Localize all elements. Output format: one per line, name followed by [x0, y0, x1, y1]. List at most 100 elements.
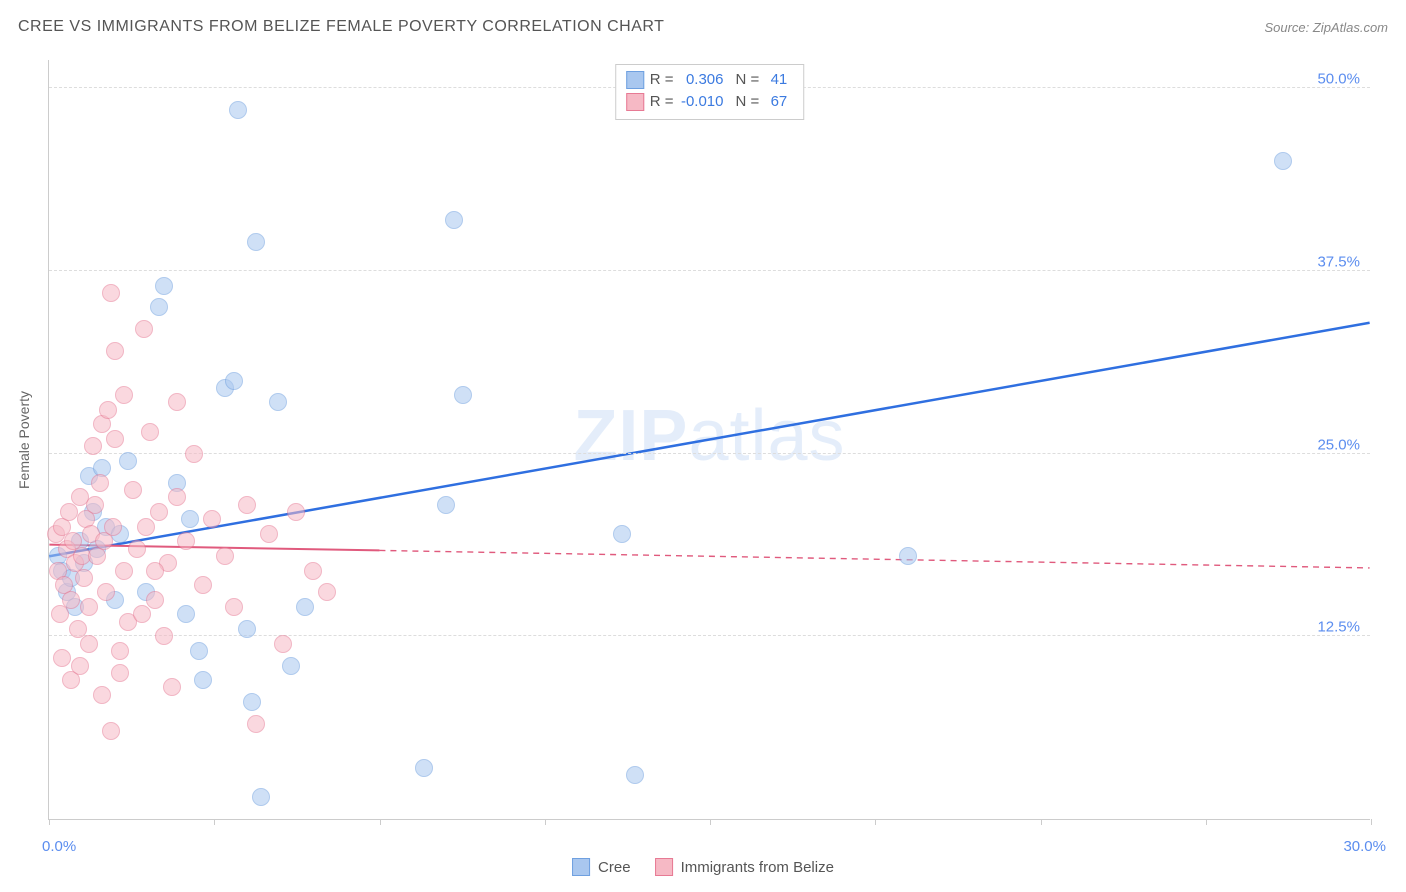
data-point: [84, 437, 102, 455]
data-point: [185, 445, 203, 463]
data-point: [454, 386, 472, 404]
data-point: [163, 678, 181, 696]
trend-line-solid: [49, 323, 1369, 557]
data-point: [53, 649, 71, 667]
data-point: [111, 664, 129, 682]
data-point: [269, 393, 287, 411]
data-point: [91, 474, 109, 492]
r-label-2: R =: [650, 91, 674, 113]
data-point: [75, 569, 93, 587]
stats-row-cree: R = 0.306 N = 41: [626, 69, 794, 91]
x-tick: [1041, 819, 1042, 825]
chart-title: CREE VS IMMIGRANTS FROM BELIZE FEMALE PO…: [18, 18, 664, 36]
data-point: [318, 583, 336, 601]
data-point: [146, 562, 164, 580]
data-point: [437, 496, 455, 514]
data-point: [168, 488, 186, 506]
data-point: [415, 759, 433, 777]
x-tick: [214, 819, 215, 825]
y-tick-label: 25.0%: [1317, 436, 1360, 453]
data-point: [203, 510, 221, 528]
r-value-cree: 0.306: [680, 69, 730, 91]
data-point: [80, 598, 98, 616]
data-point: [115, 562, 133, 580]
data-point: [150, 503, 168, 521]
watermark-atlas: atlas: [688, 395, 845, 475]
data-point: [181, 510, 199, 528]
legend-item: Cree: [572, 858, 631, 876]
x-tick: [1371, 819, 1372, 825]
data-point: [243, 693, 261, 711]
data-point: [71, 657, 89, 675]
data-point: [128, 540, 146, 558]
data-point: [190, 642, 208, 660]
data-point: [106, 342, 124, 360]
n-value-cree: 41: [765, 69, 793, 91]
data-point: [247, 233, 265, 251]
legend-label: Immigrants from Belize: [681, 859, 834, 876]
data-point: [102, 284, 120, 302]
data-point: [626, 766, 644, 784]
data-point: [899, 547, 917, 565]
data-point: [216, 547, 234, 565]
scatter-plot: ZIPatlas R = 0.306 N = 41 R = -0.010 N =…: [48, 60, 1370, 820]
data-point: [80, 635, 98, 653]
x-tick-min: 0.0%: [42, 838, 76, 855]
legend-item: Immigrants from Belize: [655, 858, 834, 876]
data-point: [238, 620, 256, 638]
x-tick: [380, 819, 381, 825]
data-point: [111, 642, 129, 660]
source-label: Source: ZipAtlas.com: [1264, 20, 1388, 35]
data-point: [225, 598, 243, 616]
r-label: R =: [650, 69, 674, 91]
swatch-belize-icon: [626, 93, 644, 111]
series-legend: Cree Immigrants from Belize: [572, 858, 834, 876]
data-point: [155, 277, 173, 295]
watermark: ZIPatlas: [573, 394, 845, 476]
legend-swatch-icon: [572, 858, 590, 876]
data-point: [194, 671, 212, 689]
data-point: [155, 627, 173, 645]
data-point: [60, 503, 78, 521]
x-tick: [875, 819, 876, 825]
r-value-belize: -0.010: [680, 91, 730, 113]
data-point: [97, 583, 115, 601]
data-point: [194, 576, 212, 594]
data-point: [252, 788, 270, 806]
data-point: [141, 423, 159, 441]
data-point: [86, 496, 104, 514]
data-point: [104, 518, 122, 536]
data-point: [445, 211, 463, 229]
trend-line-dashed: [379, 550, 1369, 568]
data-point: [102, 722, 120, 740]
data-point: [137, 518, 155, 536]
data-point: [1274, 152, 1292, 170]
data-point: [260, 525, 278, 543]
n-label-2: N =: [736, 91, 760, 113]
x-tick: [49, 819, 50, 825]
data-point: [613, 525, 631, 543]
data-point: [304, 562, 322, 580]
data-point: [168, 393, 186, 411]
data-point: [229, 101, 247, 119]
data-point: [119, 452, 137, 470]
watermark-zip: ZIP: [573, 395, 688, 475]
data-point: [135, 320, 153, 338]
data-point: [238, 496, 256, 514]
data-point: [99, 401, 117, 419]
legend-swatch-icon: [655, 858, 673, 876]
data-point: [177, 532, 195, 550]
y-axis-label: Female Poverty: [16, 391, 32, 489]
swatch-cree-icon: [626, 71, 644, 89]
data-point: [62, 591, 80, 609]
data-point: [287, 503, 305, 521]
x-tick: [710, 819, 711, 825]
y-tick-label: 12.5%: [1317, 619, 1360, 636]
n-label: N =: [736, 69, 760, 91]
data-point: [177, 605, 195, 623]
data-point: [146, 591, 164, 609]
gridline: [49, 453, 1370, 454]
data-point: [296, 598, 314, 616]
n-value-belize: 67: [765, 91, 793, 113]
x-tick-max: 30.0%: [1343, 838, 1386, 855]
